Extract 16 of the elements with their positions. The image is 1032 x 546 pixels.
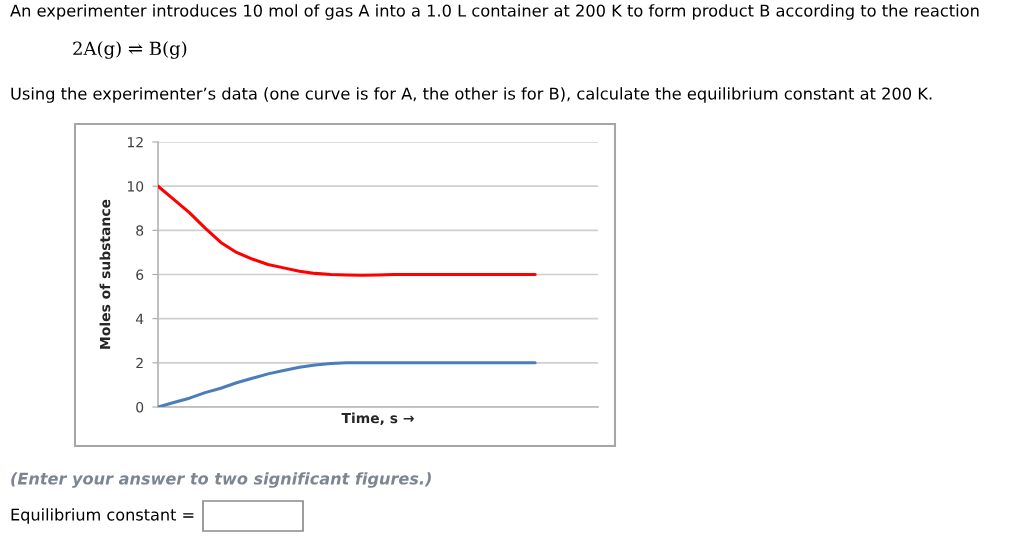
y-tick-label: 8 bbox=[136, 225, 144, 236]
y-tick-label: 6 bbox=[136, 269, 144, 280]
text: Equilibrium constant = bbox=[11, 508, 194, 524]
line-series bbox=[158, 184, 537, 277]
y-tick-label: 2 bbox=[136, 357, 143, 369]
y-tick-label: 12 bbox=[127, 136, 143, 148]
text: Using the experimenter’s data (one curve is for A, the other is for B), calculate the equilibrium constant at 200 K. bbox=[11, 87, 932, 103]
line-series bbox=[158, 361, 537, 407]
y-tick-label: 10 bbox=[127, 181, 144, 192]
chart-title: An experimenter introduces 10 mol of gas A into a 1.0 L container at 200 K to form product B according to the reaction bbox=[10, 4, 979, 20]
text: (Enter your answer to two significant figures.) bbox=[11, 472, 431, 488]
chart-subtitle: 2A(g) ⇌ B(g) bbox=[73, 41, 187, 59]
x-axis-title: Time, s → bbox=[341, 412, 414, 426]
y-axis-title: Moles of substance bbox=[99, 199, 111, 349]
y-tick-label: 0 bbox=[136, 401, 144, 413]
y-tick-label: 4 bbox=[135, 313, 144, 324]
